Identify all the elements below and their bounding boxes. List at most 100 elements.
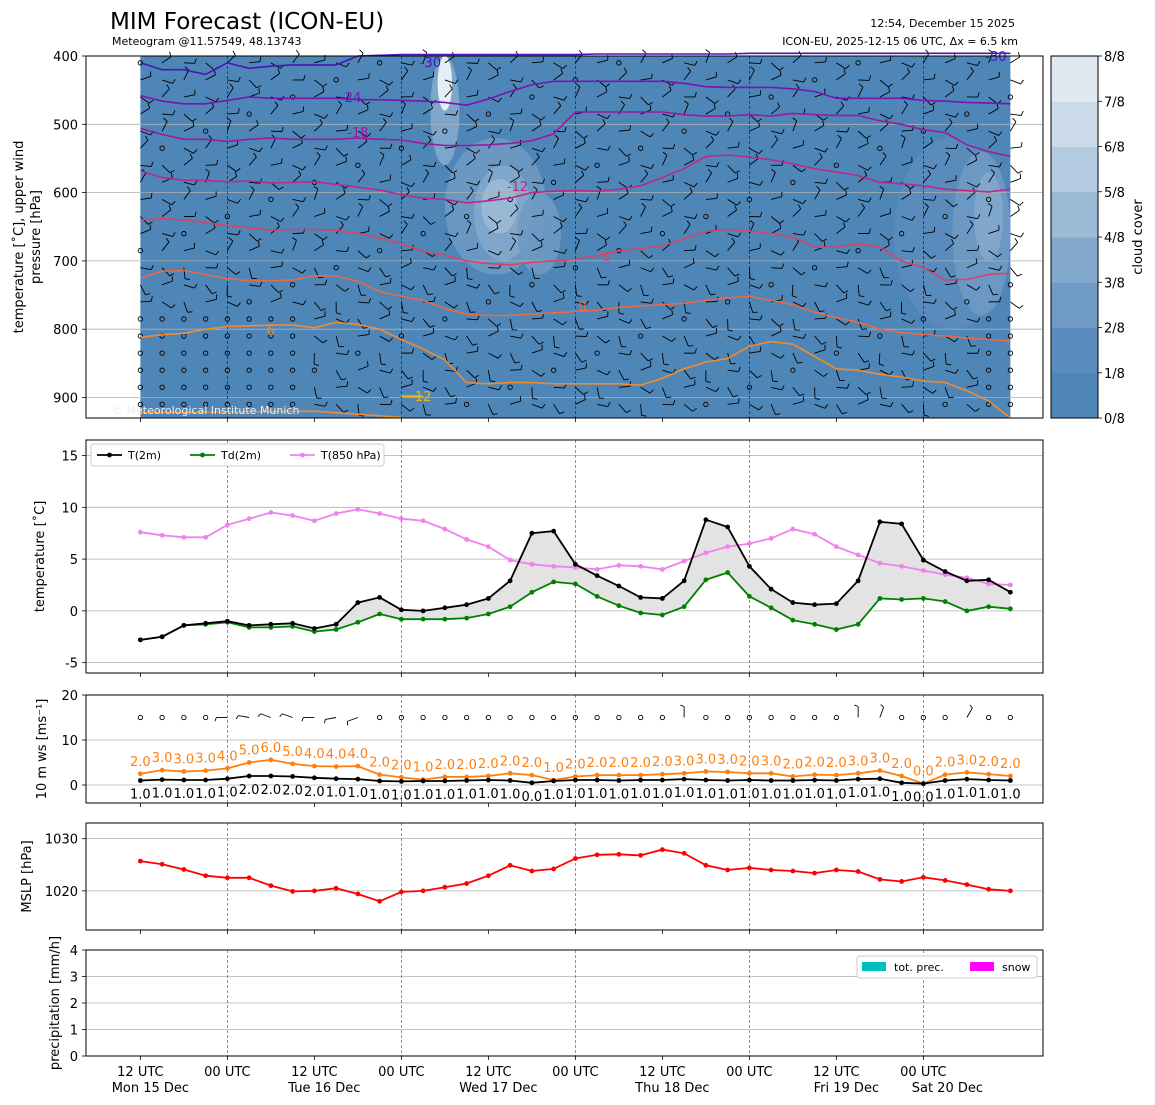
wind-barb (553, 62, 567, 69)
series-point-0 (442, 605, 448, 611)
series-point-0 (833, 601, 839, 607)
wind-barb (335, 156, 347, 166)
wind-barb (314, 401, 328, 407)
wind-barb (379, 277, 392, 286)
wind-barb-calm (681, 128, 687, 134)
windspeed-value-label: 1.0 (848, 786, 869, 801)
wind-barb (771, 385, 785, 391)
wind-barb-calm (398, 333, 405, 339)
wind-barb (226, 237, 234, 251)
wind-barb (422, 216, 436, 225)
surface-wind-barb (324, 717, 337, 724)
series-point-2 (137, 529, 143, 535)
series-point-1 (529, 589, 535, 595)
mslp-point (507, 862, 513, 868)
wind-barb (858, 331, 872, 338)
series-point-1 (442, 616, 448, 622)
wind-barb (683, 187, 693, 200)
temp-ytick-label: 15 (61, 450, 78, 465)
windspeed-point (246, 773, 252, 779)
precip-ytick-label: 2 (70, 997, 78, 1012)
wind-ytick-label: 20 (61, 689, 78, 704)
wind-barb (662, 309, 673, 320)
wind-barb (988, 49, 994, 63)
gust-value-label: 2.0 (130, 755, 151, 770)
gust-value-label: 2.0 (1000, 757, 1021, 772)
wind-barb (575, 228, 588, 235)
wind-barb (857, 386, 871, 396)
wind-barb-calm (311, 367, 318, 373)
wind-barb (857, 284, 865, 298)
wind-barb (944, 335, 959, 343)
wind-barb (683, 403, 697, 412)
colorbar-label: cloud cover (1131, 199, 1146, 275)
windspeed-value-label: 1.0 (543, 788, 564, 803)
wind-barb (879, 301, 892, 312)
isotherm-label: -24 (340, 91, 361, 106)
gust-point (333, 764, 339, 769)
wind-barb-calm (442, 128, 448, 134)
wind-barb (836, 383, 850, 389)
upper-frame (85, 55, 1044, 419)
wind-barb (596, 86, 608, 98)
wind-barb-calm (289, 94, 296, 100)
wind-barb (444, 397, 457, 405)
wind-barb-calm (594, 162, 600, 168)
wind-barb (1010, 141, 1023, 149)
gust-point (572, 774, 578, 779)
wind-barb (618, 369, 629, 381)
wind-barb (140, 224, 152, 235)
wind-barb (857, 170, 868, 183)
wind-barb-calm (811, 265, 818, 271)
wind-barb (749, 121, 760, 132)
wind-barb (705, 250, 720, 258)
gust-value-label: 3.0 (152, 751, 173, 766)
isotherm-line (140, 410, 402, 419)
wind-barb (422, 71, 435, 81)
isotherm-line (140, 269, 1011, 342)
wind-barb-calm (1007, 94, 1014, 100)
gust-point (1007, 773, 1013, 779)
wind-barb (292, 106, 304, 115)
wind-barb (183, 66, 190, 81)
cloud-patch (517, 192, 561, 275)
wind-barb (357, 169, 366, 183)
wind-barb (618, 156, 630, 166)
mslp-point (246, 875, 252, 881)
wind-barb (901, 335, 910, 348)
precip-ytick-label: 4 (70, 944, 78, 959)
cloud-cover-colorbar: 0/8 1/8 2/8 3/8 4/8 5/8 6/8 7/8 8/8 cloud cover (1050, 50, 1146, 427)
wind-barb (640, 386, 654, 394)
wind-barb (705, 130, 720, 136)
series-point-2 (311, 518, 317, 524)
wind-barb (988, 284, 999, 296)
wind-barb (183, 242, 196, 252)
wind-barb (444, 387, 456, 398)
windspeed-value-label: 0.0 (913, 791, 934, 806)
series-point-0 (812, 602, 818, 608)
windspeed-value-label: 1.0 (804, 787, 825, 802)
series-point-1 (964, 608, 970, 614)
mslp-point (681, 850, 687, 856)
wind-barb (792, 117, 798, 132)
wind-barb (183, 301, 193, 313)
gust-value-label: 3.0 (717, 753, 738, 768)
wind-barb (379, 79, 394, 86)
wind-barb (792, 199, 807, 205)
wind-barb (357, 73, 370, 81)
wind-barb (509, 204, 519, 217)
wind-barb-calm (1007, 367, 1014, 373)
wind-barb (640, 361, 652, 371)
wind-barb (314, 301, 326, 312)
gust-point (942, 772, 948, 778)
wind-barb (727, 164, 740, 174)
wind-barb (814, 186, 821, 200)
wind-barb (444, 84, 453, 98)
wind-barb (292, 170, 302, 183)
series-point-1 (942, 599, 948, 604)
series-point-0 (920, 557, 926, 563)
wind-barb (661, 151, 668, 166)
wind-barb (400, 220, 408, 234)
wind-barb (966, 181, 981, 188)
wind-barb (705, 71, 717, 81)
